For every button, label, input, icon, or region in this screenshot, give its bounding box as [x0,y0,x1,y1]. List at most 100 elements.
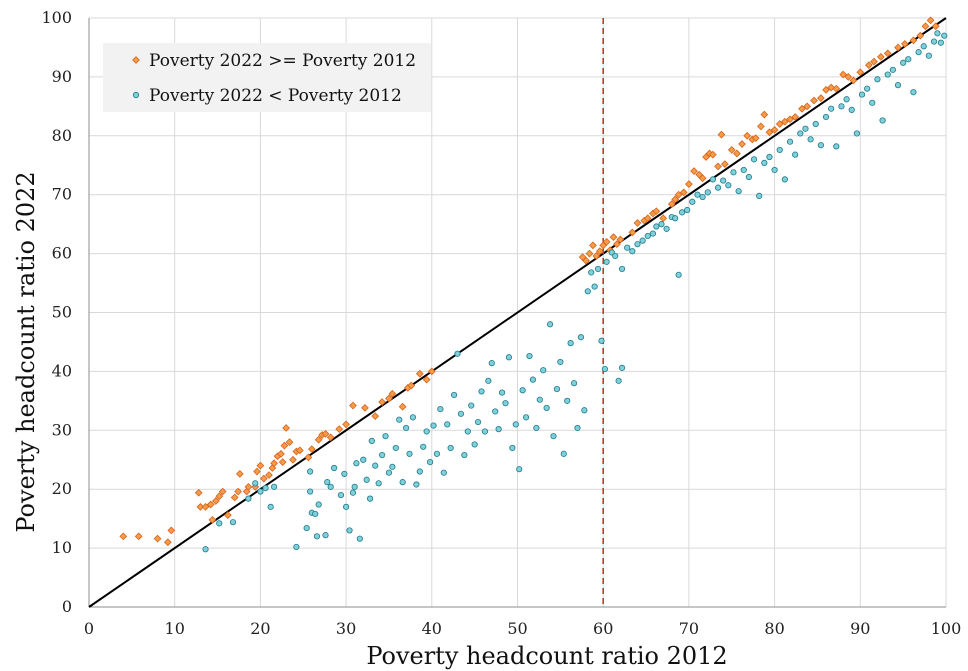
data-point [244,482,253,491]
data-point [167,526,176,535]
data-point [303,524,310,532]
data-point [278,458,287,466]
data-point [733,149,741,158]
data-point [720,177,727,184]
data-point [512,421,519,428]
data-point [798,104,806,113]
data-point [921,22,930,31]
data-point [342,503,350,510]
data-point [603,258,610,265]
y-tick-label-5: 50 [52,303,72,322]
x-tick-label-10: 100 [931,619,962,638]
x-tick-label-0: 0 [84,619,94,638]
data-point [817,94,825,102]
x-tick-label-6: 60 [593,619,613,638]
data-point [601,365,609,373]
y-tick-label-8: 80 [52,126,72,145]
data-point [704,189,711,196]
data-point [498,389,506,396]
data-point [468,402,475,409]
x-tick-label-3: 30 [336,619,356,638]
data-point [444,421,451,428]
data-point [727,146,736,154]
data-point [270,459,278,468]
data-point [738,140,746,148]
data-point [363,476,370,483]
data-point [134,532,143,541]
data-point [245,495,252,502]
data-point [843,96,850,103]
data-point [879,117,886,124]
data-point [594,265,602,273]
data-point [937,39,944,46]
x-tick-label-9: 90 [850,619,870,638]
data-point [402,424,410,432]
data-point [471,441,478,448]
data-point [613,240,621,249]
data-point [574,424,581,432]
data-point [349,401,357,410]
data-point [634,241,641,248]
data-point [797,130,804,137]
data-point [616,235,625,244]
data-point [215,492,224,501]
data-point [163,538,172,547]
data-point [252,480,259,487]
data-point [757,122,765,131]
data-point [865,61,873,69]
data-point [505,354,513,361]
data-point [588,269,595,276]
data-point [488,360,495,367]
data-point [378,398,386,406]
data-point [832,84,841,93]
data-point [643,214,652,223]
data-point [567,340,574,347]
data-point [242,487,251,496]
legend-marker-0 [132,56,140,64]
diagonal-reference-line [88,17,947,608]
data-point [743,131,752,140]
axes [88,18,946,608]
data-point [618,364,626,371]
data-point [709,176,716,183]
data-point [478,388,485,395]
data-point [262,484,269,492]
data-point [663,225,670,232]
data-point [750,156,758,163]
x-tick-label-5: 50 [507,619,527,638]
data-point [353,460,360,467]
data-point [915,49,922,56]
data-point [398,402,407,411]
data-point [543,404,550,412]
data-point [218,487,227,496]
data-point [557,358,564,366]
data-point [828,105,835,112]
data-point [920,43,927,50]
data-point [675,271,682,278]
data-point [844,73,853,81]
data-point [196,503,205,511]
data-point [584,288,591,295]
data-point [420,443,427,450]
data-point [409,414,417,421]
data-point [667,200,676,208]
data-point [760,110,769,119]
x-tick-label-1: 10 [165,619,185,638]
data-point [615,377,622,384]
data-point [481,428,489,435]
y-tick-labels: 0 10 20 30 40 50 60 70 80 90 100 [41,8,72,616]
data-point [725,182,732,189]
x-tick-label-8: 80 [764,619,784,638]
data-point [457,410,465,417]
data-point [341,470,348,477]
data-point [853,130,860,137]
data-point [407,381,416,390]
data-point [735,188,742,195]
data-point [372,462,379,469]
data-point [671,195,680,204]
data-point [259,474,268,483]
data-point [679,188,688,197]
data-point [315,501,322,508]
data-point [342,420,350,429]
data-point [313,533,321,540]
